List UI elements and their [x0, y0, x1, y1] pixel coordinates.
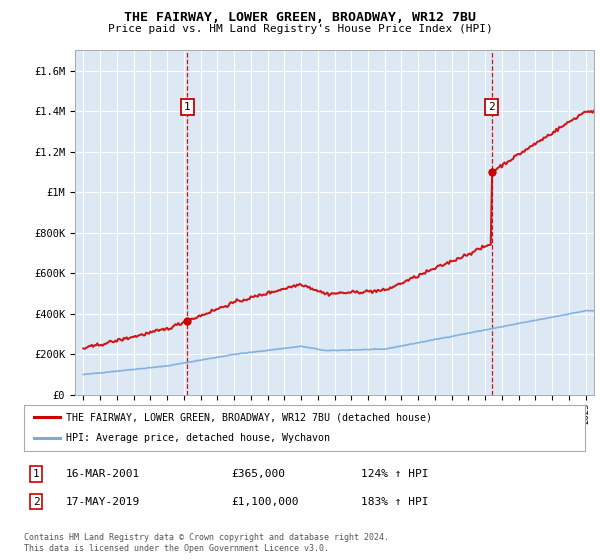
Text: 1: 1 — [33, 469, 40, 479]
Text: 16-MAR-2001: 16-MAR-2001 — [66, 469, 140, 479]
Text: THE FAIRWAY, LOWER GREEN, BROADWAY, WR12 7BU (detached house): THE FAIRWAY, LOWER GREEN, BROADWAY, WR12… — [66, 412, 432, 422]
Text: HPI: Average price, detached house, Wychavon: HPI: Average price, detached house, Wych… — [66, 433, 330, 444]
Text: 2: 2 — [33, 497, 40, 507]
Text: 124% ↑ HPI: 124% ↑ HPI — [361, 469, 428, 479]
Text: Price paid vs. HM Land Registry's House Price Index (HPI): Price paid vs. HM Land Registry's House … — [107, 24, 493, 34]
Text: Contains HM Land Registry data © Crown copyright and database right 2024.
This d: Contains HM Land Registry data © Crown c… — [24, 533, 389, 553]
Text: £1,100,000: £1,100,000 — [232, 497, 299, 507]
Text: THE FAIRWAY, LOWER GREEN, BROADWAY, WR12 7BU: THE FAIRWAY, LOWER GREEN, BROADWAY, WR12… — [124, 11, 476, 24]
Text: 2: 2 — [488, 102, 495, 112]
Text: 1: 1 — [184, 102, 191, 112]
Text: 17-MAY-2019: 17-MAY-2019 — [66, 497, 140, 507]
Text: £365,000: £365,000 — [232, 469, 286, 479]
Text: 183% ↑ HPI: 183% ↑ HPI — [361, 497, 428, 507]
